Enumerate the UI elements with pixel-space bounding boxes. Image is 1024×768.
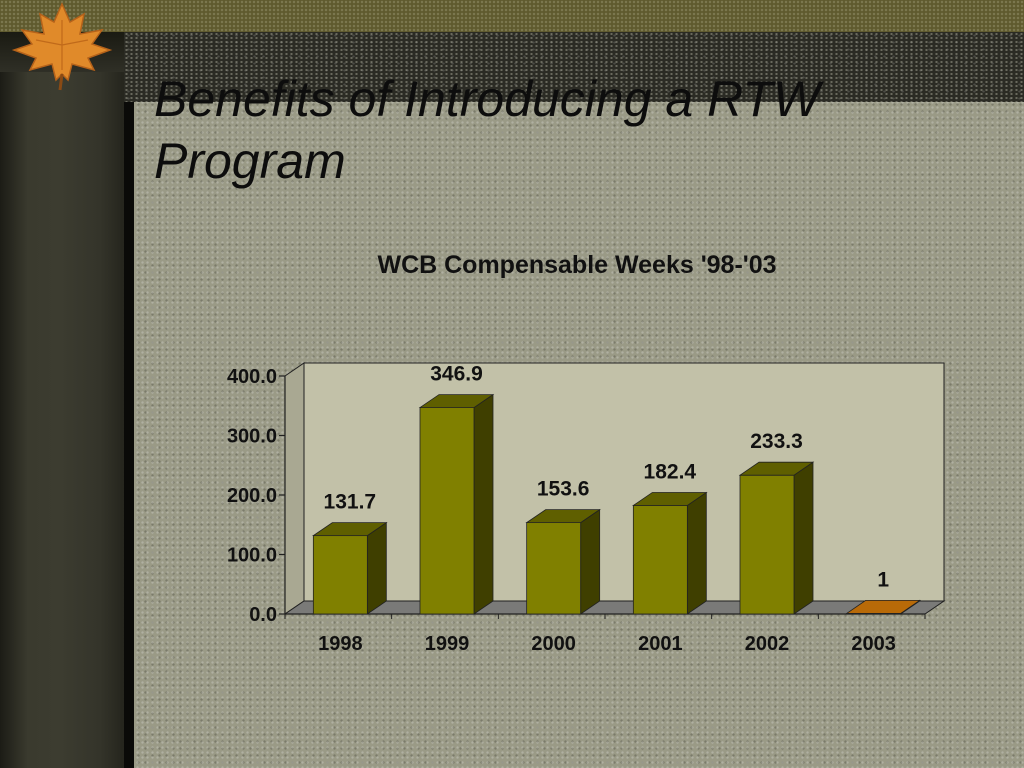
bar-top: [738, 461, 815, 476]
maple-leaf-icon: [11, 2, 113, 91]
chart-title: WCB Compensable Weeks '98-'03: [377, 251, 776, 279]
y-tick-label: 100.0: [227, 545, 277, 567]
header-texture-strip: [124, 32, 1024, 102]
data-label: 182.4: [644, 460, 697, 483]
vertical-divider: [124, 32, 134, 768]
data-label: 1: [877, 568, 889, 591]
plot-back-wall: [303, 362, 945, 602]
bar: [312, 535, 368, 615]
bar-top: [418, 394, 495, 408]
bar: [526, 522, 582, 615]
bar-side: [366, 521, 387, 615]
bar-top: [632, 492, 708, 506]
bar-side: [580, 508, 601, 615]
y-tick-label: 0.0: [249, 604, 277, 626]
bar-top: [312, 522, 388, 537]
x-tick-label: 2002: [745, 633, 790, 655]
x-tick-label: 1998: [318, 633, 363, 655]
bar: [632, 505, 688, 615]
data-label: 153.6: [537, 478, 590, 501]
y-tick-label: 300.0: [227, 426, 277, 448]
bar: [419, 407, 475, 615]
x-tick-label: 2003: [851, 633, 896, 655]
top-decorative-band: [0, 0, 1024, 32]
bar-side: [686, 491, 707, 615]
left-decorative-band: [0, 32, 124, 768]
x-tick-label: 2001: [638, 633, 683, 655]
y-tick-label: 200.0: [227, 485, 277, 507]
bar-side: [473, 393, 494, 615]
x-tick-label: 2000: [531, 633, 576, 655]
bar: [739, 474, 795, 615]
bar-top: [845, 600, 921, 614]
x-tick-label: 1999: [425, 633, 470, 655]
y-tick-label: 400.0: [227, 366, 277, 388]
data-label: 233.3: [750, 430, 803, 453]
data-label: 131.7: [324, 491, 377, 514]
plot-side-wall: [284, 362, 305, 615]
bar-side: [793, 461, 814, 615]
slide-title: Benefits of Introducing a RTW Program: [154, 71, 821, 189]
data-label: 346.9: [430, 363, 483, 386]
bar-top: [525, 509, 601, 524]
